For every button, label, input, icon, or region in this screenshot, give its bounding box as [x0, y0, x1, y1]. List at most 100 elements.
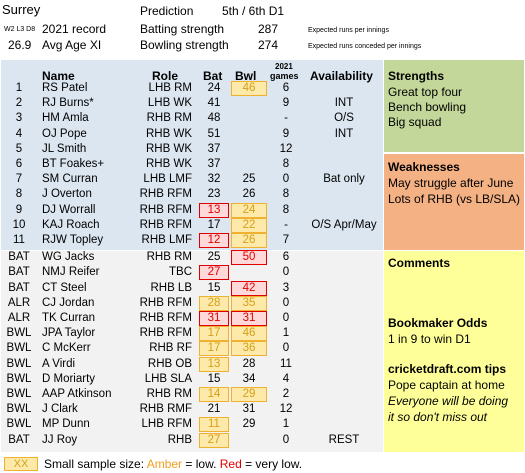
table-row: BAT NMJ Reifer TBC 27 0: [0, 265, 383, 281]
player-slot: 8: [15, 188, 23, 201]
games-played: 8: [282, 203, 290, 216]
col-games: games: [270, 71, 299, 81]
games-played: 6: [282, 82, 290, 94]
table-row: BAT CT Steel RHB LB 15 42 3: [0, 280, 383, 296]
player-slot: ALR: [7, 312, 31, 324]
weakness-line: Lots of RHB (vs LB/SLA): [388, 192, 521, 206]
player-role: RHB RFM: [139, 218, 192, 231]
table-row: 10 KAJ Roach RHB RFM 17 22 - O/S Apr/May: [0, 217, 383, 233]
games-played: 12: [279, 403, 293, 416]
player-name: BT Foakes+: [42, 158, 105, 170]
games-played: 12: [279, 142, 293, 155]
comments-panel: [384, 251, 524, 452]
table-row: BWL JPA Taylor RHB RFM 17 46 1: [0, 326, 383, 342]
games-played: 4: [282, 372, 290, 385]
games-played: 8: [282, 158, 290, 170]
bwl-rating: 31: [231, 311, 267, 326]
legend-suffix: = very low.: [241, 457, 303, 471]
player-name: C McKerr: [42, 342, 91, 355]
bat-rating: 17: [207, 218, 221, 231]
tips-italic-line: it so don't miss out: [388, 410, 487, 424]
bwl-rating: 28: [242, 357, 256, 370]
games-played: 3: [282, 281, 290, 294]
player-name: JL Smith: [42, 142, 87, 155]
bat-rating: 27: [199, 265, 229, 281]
avg-age-value: 26.9: [8, 38, 32, 52]
legend-amber: Amber: [146, 457, 183, 471]
availability: INT: [334, 97, 354, 110]
bookmaker-title: Bookmaker Odds: [388, 316, 488, 330]
table-row: BWL AAP Atkinson RHB RM 14 29 2: [0, 387, 383, 402]
player-role: RHB RMF: [139, 403, 192, 416]
batting-value: 287: [258, 22, 279, 36]
player-name: RJW Topley: [42, 234, 104, 246]
bat-rating: 27: [199, 432, 229, 448]
bwl-rating: 24: [231, 202, 267, 218]
player-slot: BAT: [8, 266, 30, 279]
bat-rating: 24: [207, 82, 221, 94]
legend-swatch: XX: [4, 457, 38, 471]
player-role: RHB WK: [146, 142, 192, 155]
bat-rating: 31: [199, 311, 229, 326]
record-label: 2021 record: [42, 22, 107, 36]
table-row: BAT JJ Roy RHB 27 0 REST: [0, 432, 383, 448]
bwl-rating: 22: [231, 217, 267, 233]
player-slot: 7: [15, 173, 23, 186]
squad-panel: [1, 251, 383, 452]
player-slot: 1: [15, 82, 23, 94]
games-played: 0: [282, 173, 290, 186]
bwl-rating: 42: [231, 280, 267, 296]
player-slot: BWL: [6, 418, 32, 431]
player-slot: 9: [15, 203, 23, 216]
player-name: NMJ Reifer: [42, 266, 100, 279]
player-role: RHB RF: [149, 342, 192, 355]
player-name: KAJ Roach: [42, 218, 100, 231]
player-name: RS Patel: [42, 82, 88, 94]
player-role: RHB RFM: [139, 188, 192, 201]
player-slot: 3: [15, 112, 23, 125]
bat-rating: 13: [199, 356, 229, 372]
player-role: RHB OB: [147, 357, 192, 370]
player-slot: BWL: [6, 357, 32, 370]
games-played: 7: [282, 234, 290, 246]
bat-rating: 41: [207, 97, 221, 110]
player-name: CJ Jordan: [42, 296, 95, 309]
availability: Bat only: [323, 173, 365, 186]
player-role: RHB RFM: [139, 203, 192, 216]
bwl-rating: 29: [231, 387, 267, 402]
player-role: LHB WK: [147, 97, 192, 110]
games-played: 0: [282, 342, 290, 355]
player-role: RHB RFM: [139, 296, 192, 309]
bowling-label: Bowling strength: [140, 38, 229, 52]
player-role: RHB LMF: [141, 234, 192, 246]
games-played: 6: [282, 251, 290, 264]
bwl-rating: 35: [231, 295, 267, 311]
legend-mid: = low.: [182, 457, 220, 471]
player-name: RJ Burns*: [42, 97, 94, 110]
table-row: 1 RS Patel LHB RM 24 46 6: [0, 81, 383, 96]
player-slot: 6: [15, 158, 23, 170]
table-row: 9 DJ Worrall RHB RFM 13 24 8: [0, 202, 383, 218]
bat-rating: 15: [207, 281, 221, 294]
games-played: 8: [282, 188, 290, 201]
player-role: TBC: [169, 266, 192, 279]
player-name: J Clark: [42, 403, 78, 416]
table-row: 4 OJ Pope RHB WK 51 9 INT: [0, 127, 383, 142]
player-role: LHB RFM: [141, 418, 192, 431]
team-name: Surrey: [2, 2, 41, 17]
player-slot: BAT: [8, 433, 30, 446]
prediction-label: Prediction: [140, 4, 194, 18]
comments-title: Comments: [388, 256, 451, 270]
weakness-line: May struggle after June: [388, 176, 514, 190]
player-name: A Virdi: [42, 357, 76, 370]
table-row: BAT WG Jacks RHB RM 25 50 6: [0, 250, 383, 266]
bat-rating: 15: [207, 372, 221, 385]
table-row: BWL J Clark RHB RMF 21 31 12: [0, 402, 383, 417]
player-name: JJ Roy: [42, 433, 78, 446]
bwl-rating: 36: [231, 341, 267, 357]
games-played: 0: [282, 266, 290, 279]
bat-rating: 51: [207, 127, 221, 140]
table-row: 8 J Overton RHB RFM 23 26 8: [0, 187, 383, 202]
strength-line: Big squad: [388, 115, 442, 129]
weaknesses-title: Weaknesses: [388, 160, 460, 174]
